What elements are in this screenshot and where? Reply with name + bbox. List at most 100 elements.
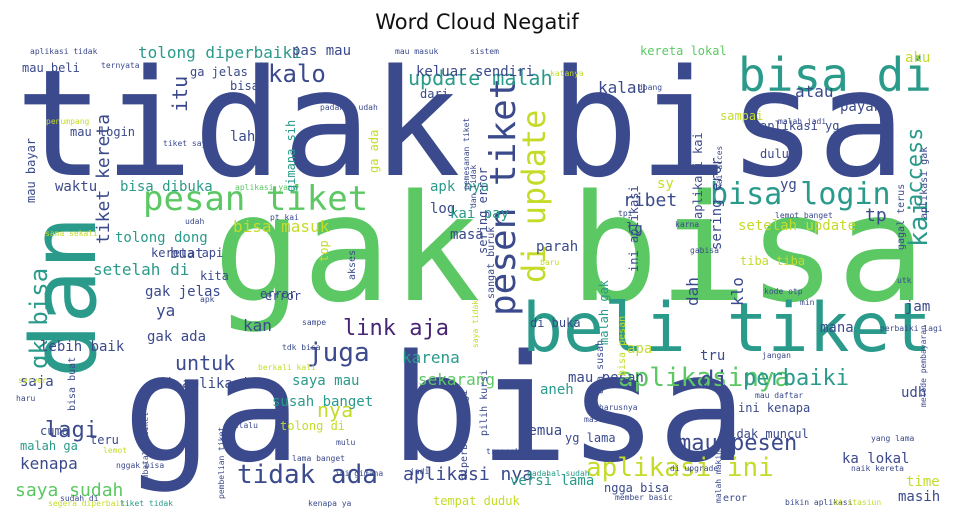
word-kenapa-ya: kenapa ya xyxy=(308,499,352,508)
word-bisa-pesan: bisa pesan xyxy=(617,315,628,376)
word-metode-pembayaran: metode pembayaran xyxy=(919,325,928,407)
word-kai-pay: kai pay xyxy=(450,206,510,222)
word-bikin-aplikasi: bikin aplikasi xyxy=(785,498,853,507)
word-di-upgrade: di upgrade xyxy=(670,464,719,473)
word-ternyata: ternyata xyxy=(101,61,140,70)
word-atau: atau xyxy=(795,82,834,101)
word-sampe: sampe xyxy=(302,318,327,327)
word-gak-jelas: gak jelas xyxy=(145,284,221,300)
word-ka-lokal: ka lokal xyxy=(842,451,910,467)
word-juga: juga xyxy=(307,338,370,368)
word-tru: tru xyxy=(700,348,726,364)
word-tidak-ada: tidak ada xyxy=(237,460,378,490)
word-gagal-terus: gagal terus xyxy=(896,183,907,250)
word-tolong-di: tolong di xyxy=(280,419,346,433)
word-time: time xyxy=(906,474,940,490)
word-yang-lama: yang lama xyxy=(871,434,915,443)
word-bisa-dibuka: bisa dibuka xyxy=(120,179,213,195)
word-karna: karna xyxy=(675,220,700,229)
word-sistem: sistem xyxy=(470,47,499,56)
word-kalo: kalo xyxy=(268,60,326,88)
word-kereta-api: kereta api xyxy=(151,246,224,260)
word-udh: udh xyxy=(901,385,927,401)
word-mau-daftar: mau daftar xyxy=(755,391,804,400)
word-nggak-bisa: nggak bisa xyxy=(116,461,165,470)
word-apk-nya: apk nya xyxy=(430,179,490,195)
word-buat: buat xyxy=(170,246,204,262)
word-perbaiki: perbaiki xyxy=(743,366,849,391)
word-malah-ga: malah ga xyxy=(20,439,78,453)
word-padahal-sudah: padahal sudah xyxy=(527,469,590,478)
word-karena: karena xyxy=(402,348,460,367)
word-tidak-muncul: tidak muncul xyxy=(722,427,809,441)
word-mau-masuk: mau masuk xyxy=(395,47,439,56)
word-kalau: kalau xyxy=(598,78,647,97)
word-padahal-udah: padahal udah xyxy=(320,103,378,112)
word-semua: semua xyxy=(520,423,563,439)
word-ribet: ribet xyxy=(623,190,678,211)
word-malah-jadi: malah jadi xyxy=(778,117,827,126)
word-di-update: di update xyxy=(515,109,553,283)
word-aplikasi-gak: aplikasi gak xyxy=(919,146,930,219)
word-lagi: lagi xyxy=(45,418,98,443)
word-aplikasinya: aplikasinya xyxy=(618,363,791,393)
word-aplikasi-ini: aplikasi ini xyxy=(586,453,774,483)
word-sampai: sampai xyxy=(720,109,764,123)
word-kai-acces: kai acces xyxy=(715,145,724,189)
word-masa: masa xyxy=(450,227,484,243)
word-saya-tidak: saya tidak xyxy=(471,299,480,348)
word-bisa-masuk: bisa masuk xyxy=(233,217,330,236)
word-bisa-di: bisa di xyxy=(738,48,932,102)
word-ini-aplikasi: ini aplikasi xyxy=(627,185,641,272)
word-min: min xyxy=(800,298,815,307)
word-beli-tiket: beli tiket xyxy=(522,289,932,368)
word-malah-gak: malah gak xyxy=(597,279,611,345)
word-pt-kai: pt kai xyxy=(270,213,299,222)
word-ya: ya xyxy=(156,301,176,320)
word-ga-bisa: ga bisa xyxy=(123,323,747,495)
word-ga-jelas: ga jelas xyxy=(190,65,248,79)
word-aplikasi-nya: aplikasi nya xyxy=(403,464,534,485)
word-tolong-diperbaiki: tolong diperbaiki xyxy=(138,45,302,62)
word-tp: tp xyxy=(865,205,887,226)
word-mulu: mulu xyxy=(336,438,356,447)
word-harusnya: harusnya xyxy=(599,403,638,412)
word-sy: sy xyxy=(657,176,674,192)
word-member-basic: member basic xyxy=(615,493,673,502)
word-aplikasi-tidak: aplikasi tidak xyxy=(30,47,98,56)
word-teru: teru xyxy=(90,433,119,447)
word-penumpang: penumpang xyxy=(46,117,90,126)
word-malah-makin: malah makin xyxy=(714,450,723,503)
word-top: top xyxy=(317,240,331,262)
word-lg: lg xyxy=(626,221,643,237)
word-yg: yg xyxy=(780,177,797,193)
word-transaksi: transaksi xyxy=(486,447,530,456)
word-gimana-sih: gimana sih xyxy=(284,119,298,192)
word-yg-lama: yg lama xyxy=(565,431,616,445)
word-di-buka: di buka xyxy=(530,316,581,330)
word-baru: baru xyxy=(540,258,560,267)
word-pilih-kursi: pilih kursi xyxy=(479,369,490,436)
word-lama-banget: lama banget xyxy=(292,454,345,463)
word-di-stasiun: di stasiun xyxy=(833,498,882,507)
word-tiket-tidak: tiket tidak xyxy=(120,499,173,508)
word-segera-diperbaiki: segera diperbaiki xyxy=(48,499,130,508)
word-sudah-di: sudah di xyxy=(60,494,99,503)
word-apa: apa xyxy=(627,341,653,357)
word-apk: apk xyxy=(200,295,215,304)
word-cuma: cuma xyxy=(40,424,69,438)
word-versi-lama: versi lama xyxy=(510,473,595,489)
word-sama-sekali: sama sekali xyxy=(45,229,98,238)
word-sering-error: sering error xyxy=(476,167,490,254)
word-katanya: katanya xyxy=(550,69,584,78)
word-itu: itu xyxy=(168,75,192,112)
word-pembatalan-tiket: pembatalan tiket xyxy=(141,411,150,489)
word-di-aplikasi: di aplikasi xyxy=(157,376,250,392)
word-kita: kita xyxy=(200,269,229,283)
word-pesan-tiket: pesan tiket xyxy=(143,179,369,219)
word-setelah-di: setelah di xyxy=(93,260,190,279)
word-keluar-sendiri: keluar sendiri xyxy=(416,64,535,80)
word-doang: doang xyxy=(638,83,663,92)
word-saya-sudah: saya sudah xyxy=(15,480,124,501)
word-dari: dari xyxy=(420,87,449,101)
